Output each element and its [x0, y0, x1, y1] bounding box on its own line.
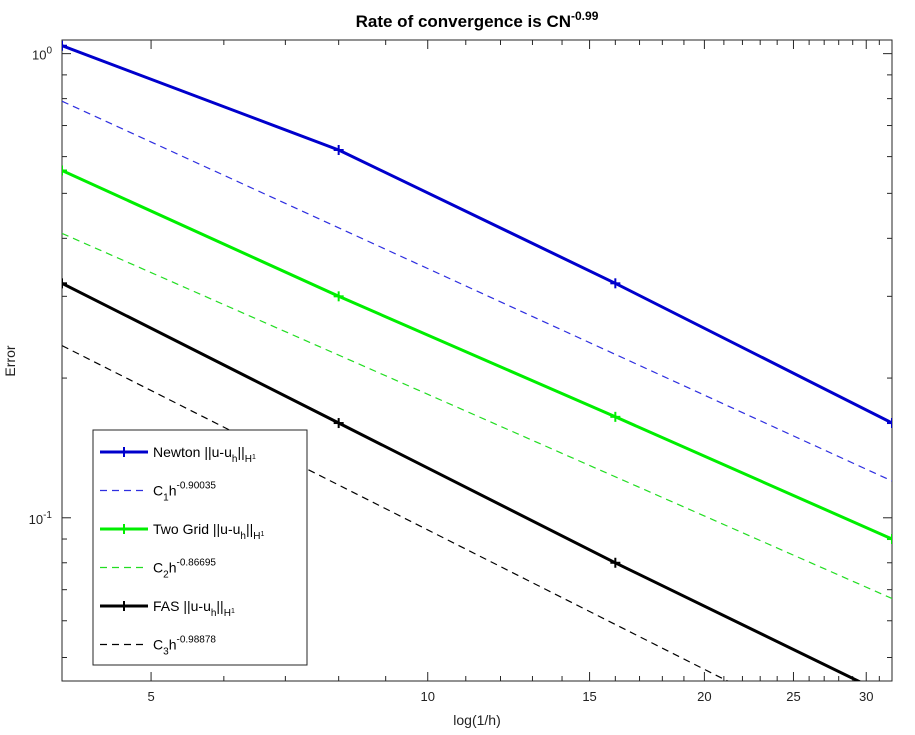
y-axis-label: Error	[2, 345, 18, 376]
x-axis-label: log(1/h)	[453, 712, 500, 728]
x-tick-label: 25	[786, 689, 800, 704]
chart-title-exponent: -0.99	[571, 9, 599, 23]
x-tick-label: 20	[697, 689, 711, 704]
x-tick-label: 5	[147, 689, 154, 704]
legend-box	[92, 429, 308, 666]
legend: Newton ||u-uh||H1 C1h-0.90035 Two Grid ||u…	[92, 429, 308, 666]
legend-entry: C1h-0.90035	[100, 481, 216, 504]
x-axis: 5 10 15 20 25 30	[147, 40, 873, 704]
data-point-marker	[62, 40, 67, 51]
series-layer	[62, 40, 897, 703]
legend-label: C3h-0.98878	[153, 635, 216, 658]
x-tick-label: 10	[420, 689, 434, 704]
legend-entry: C2h-0.86695	[100, 558, 216, 581]
chart-title: Rate of convergence is CN-0.99	[356, 9, 599, 31]
series-line-2	[62, 100, 892, 482]
y-axis: 10-1 100	[29, 46, 892, 527]
data-point-marker	[887, 418, 892, 429]
y-tick-label: 10-1	[29, 510, 53, 527]
legend-label: FAS ||u-uh||H1	[153, 598, 235, 619]
series-line-5	[62, 281, 862, 681]
y-tick-label: 100	[32, 46, 52, 63]
chart-title-base: Rate of convergence is CN	[356, 12, 571, 31]
legend-entry: C3h-0.98878	[100, 635, 216, 658]
data-point-marker	[610, 411, 621, 422]
legend-label: Two Grid ||u-uh||H1	[153, 521, 265, 542]
legend-label: Newton ||u-uh||H1	[153, 444, 256, 465]
data-point-marker	[333, 291, 344, 302]
data-point-marker	[610, 278, 621, 289]
x-tick-label: 30	[859, 689, 873, 704]
data-point-marker	[887, 693, 897, 703]
data-point-marker	[333, 144, 344, 155]
data-point-marker	[333, 418, 344, 429]
legend-entry: Newton ||u-uh||H1	[100, 444, 256, 465]
data-point-marker	[610, 557, 621, 568]
legend-label: C1h-0.90035	[153, 481, 216, 504]
data-point-marker	[887, 534, 892, 545]
legend-entry: Two Grid ||u-uh||H1	[100, 521, 265, 542]
legend-label: C2h-0.86695	[153, 558, 216, 581]
x-tick-label: 15	[582, 689, 596, 704]
series-line-3	[62, 169, 892, 541]
data-point-marker	[62, 165, 67, 176]
data-point-marker	[62, 278, 67, 289]
legend-entry: FAS ||u-uh||H1	[100, 598, 235, 619]
series-line-1	[62, 44, 892, 425]
